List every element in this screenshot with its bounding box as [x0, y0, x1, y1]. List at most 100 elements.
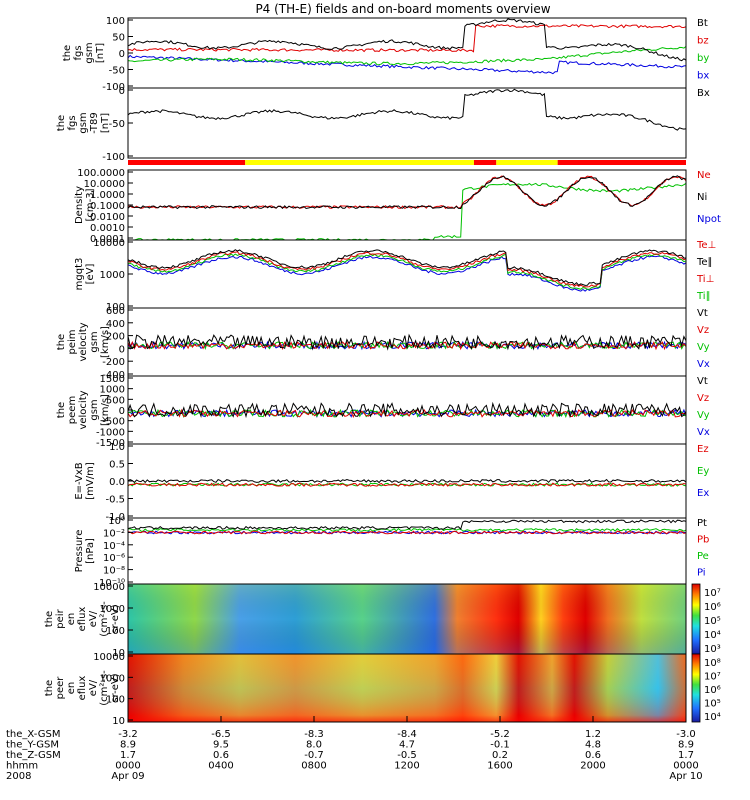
panel-frame: [127, 17, 687, 89]
legend-entry: Te⊥: [696, 240, 716, 251]
y-axis-label-line: the: [56, 334, 67, 350]
y-axis-label-line: E=-VxB: [74, 462, 85, 499]
x-tick-label: 8.9: [678, 740, 694, 751]
colorbar: [691, 583, 701, 655]
y-axis-label: Density [cm-3]: [74, 186, 96, 224]
y-tick-label: 0.0001: [90, 234, 125, 245]
legend-entry: bx: [697, 71, 709, 82]
y-tick-label: 1500: [100, 374, 125, 385]
y-tick-label: 10⁻⁶: [103, 553, 125, 564]
y-tick-label: 10000: [93, 238, 125, 249]
y-axis-label-line: the: [44, 680, 55, 696]
y-axis-label-line: eflux: [77, 676, 88, 701]
y-axis-label-line: peem: [67, 396, 78, 424]
y-axis-label-line: [nT]: [95, 43, 106, 63]
y-tick-label: 500: [106, 395, 125, 406]
panel-4: 10000 1000 100 mgqt3 [eV] Te⊥ Te∥ Ti⊥ Ti∥: [74, 238, 716, 313]
x-tick-label: 9.5: [213, 740, 229, 751]
legend-entry: Vt: [697, 376, 708, 387]
y-axis-label: the peir en eflux eV/(cm²-s-sr-eV): [44, 601, 121, 637]
y-axis-label-line: [km/s]: [100, 326, 111, 358]
y-axis-label-line: sr-eV): [110, 673, 121, 702]
x-axis-row-label: the_Y-GSM: [6, 740, 59, 751]
legend-entry: Vx: [697, 359, 710, 370]
y-tick-label: -50: [109, 66, 125, 77]
series-line: [127, 54, 687, 75]
legend-entry: Npot: [697, 214, 721, 225]
y-axis-label-line: the: [56, 402, 67, 418]
panel-10: 10⁸ 10⁷ 10⁶ 10⁵ 10⁴ 10000 1000 100 10 the peer en ef…: [44, 652, 721, 727]
y-tick-label: 10⁻⁴: [103, 541, 125, 552]
colorbar-tick-label: 10⁶: [704, 685, 721, 696]
y-tick-label: 0: [119, 86, 125, 97]
series-line: [127, 401, 687, 419]
panel-9: 10⁷ 10⁶ 10⁵ 10⁴ 10³ 10000 1000 100 10 the peir en ef…: [44, 582, 721, 659]
colorbar: [691, 653, 701, 723]
series-line: [127, 519, 687, 531]
y-tick-label: 1000: [100, 604, 125, 615]
series-line: [127, 340, 687, 350]
y-tick-label: -200: [102, 357, 125, 368]
x-tick-label: -0.7: [304, 750, 324, 761]
colorbar-tick-label: 10⁷: [704, 672, 721, 683]
series-line: [127, 408, 687, 419]
y-tick-label: 100.0000: [77, 168, 125, 179]
x-tick-label: -8.3: [304, 729, 324, 740]
y-tick-label: 1000: [100, 385, 125, 396]
y-tick-label: -1500: [96, 438, 125, 449]
y-tick-label: 100: [106, 302, 125, 313]
x-tick-label: 1.2: [585, 729, 601, 740]
y-axis-label-line: mgqt3: [74, 258, 85, 291]
y-tick-label: 1000: [100, 673, 125, 684]
y-axis-label-line: gsm: [89, 399, 100, 420]
y-tick-label: 0: [119, 344, 125, 355]
y-axis-label-line: (cm²-s-: [99, 670, 110, 706]
x-tick-label: 0.2: [492, 750, 508, 761]
y-axis-label-line: fgs: [67, 115, 78, 130]
y-tick-label: -50: [109, 119, 125, 130]
y-axis-label-line: eV/: [88, 610, 99, 627]
series-line: [127, 408, 687, 419]
y-tick-label: 0.1000: [90, 201, 125, 212]
x-axis-table: the_X-GSM -3.2 -6.5 -8.3 -8.4 -5.2 1.2 -3.0 the_…: [6, 716, 703, 782]
y-tick-label: -400: [102, 370, 125, 381]
y-axis-label-line: [km/s]: [100, 394, 111, 426]
legend-entry: Pb: [697, 535, 709, 546]
legend-entry: bz: [697, 36, 709, 47]
legend-entry: Ti∥: [696, 291, 711, 302]
y-axis-label-line: -T89: [89, 112, 100, 134]
y-tick-label: 100: [106, 695, 125, 706]
y-tick-label: 100: [106, 626, 125, 637]
y-tick-label: 10⁰: [108, 516, 125, 527]
series-line: [128, 175, 687, 210]
legend-entry: Vy: [697, 410, 710, 421]
panel-7: 1.0 0.5 0.0 -0.5 -1.0 E=-VxB [mV/m] Ez Ey Ex: [74, 442, 709, 523]
series-line: [127, 482, 687, 487]
panel-frame: [127, 169, 687, 241]
legend-entry: Vz: [697, 325, 709, 336]
y-tick-label: 0.0100: [90, 212, 125, 223]
colorbar-tick-label: 10³: [704, 644, 721, 655]
legend-entry: Vx: [697, 427, 710, 438]
colorbar-tick-label: 10⁵: [704, 616, 721, 627]
x-tick-label: -0.5: [397, 750, 417, 761]
mode-bar-segment: [473, 160, 497, 165]
y-axis-label-line: eflux: [77, 607, 88, 632]
legend-entry: Vy: [697, 342, 710, 353]
legend-entry: Ez: [697, 444, 709, 455]
y-axis-label: the peer en eflux eV/(cm²-s-sr-eV): [44, 670, 121, 706]
x-tick-label: 0400: [208, 761, 233, 772]
x-tick-label: 0.6: [585, 750, 601, 761]
x-tick-label: -3.2: [118, 729, 138, 740]
y-tick-label: 10⁻²: [103, 528, 125, 539]
legend-entry: Ni: [697, 192, 707, 203]
legend-entry: Bt: [697, 18, 708, 29]
y-tick-label: -100: [102, 152, 125, 163]
colorbar-tick-label: 10⁴: [704, 712, 721, 723]
x-tick-label: 0000: [673, 761, 698, 772]
y-axis-label-line: en: [66, 682, 77, 695]
legend-entry: Te∥: [696, 257, 713, 268]
mode-bar-segment: [245, 160, 474, 165]
y-axis-label-line: velocity: [78, 322, 89, 361]
